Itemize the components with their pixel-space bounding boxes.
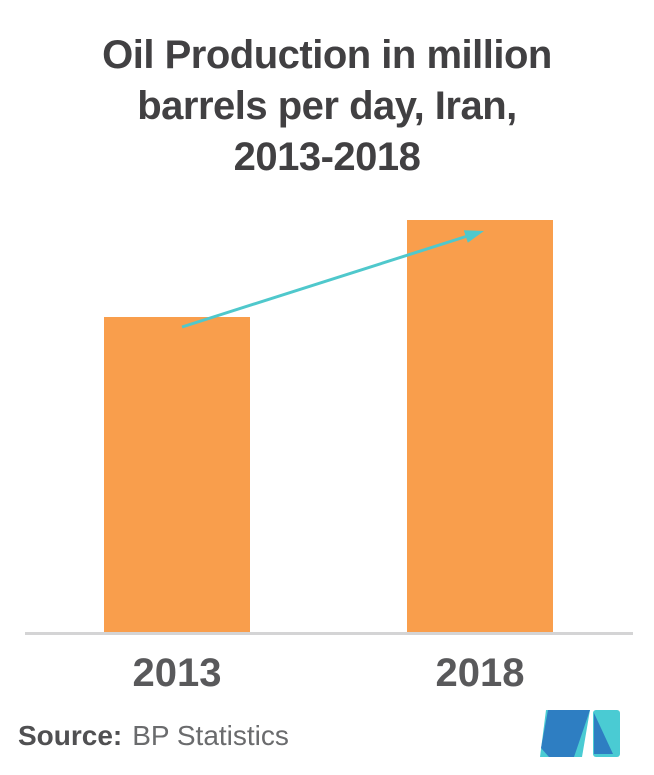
x-axis-line — [25, 632, 633, 635]
trend-arrow-icon — [181, 230, 484, 329]
chart-title: Oil Production in million barrels per da… — [0, 30, 654, 183]
x-axis-label-2018: 2018 — [435, 651, 525, 695]
chart-title-line-3: 2013-2018 — [233, 135, 421, 179]
x-axis-label-2013: 2013 — [132, 651, 222, 695]
bar-2013 — [104, 317, 250, 633]
source-label: Source: — [18, 720, 123, 751]
chart-title-line-1: Oil Production in million — [102, 33, 552, 77]
chart-title-line-2: barrels per day, Iran, — [137, 84, 517, 128]
plot-area — [104, 220, 553, 633]
bar-2018 — [407, 220, 553, 633]
mordor-intelligence-logo — [540, 710, 620, 757]
source-line: Source: BP Statistics — [18, 720, 289, 752]
source-value: BP Statistics — [132, 720, 289, 751]
